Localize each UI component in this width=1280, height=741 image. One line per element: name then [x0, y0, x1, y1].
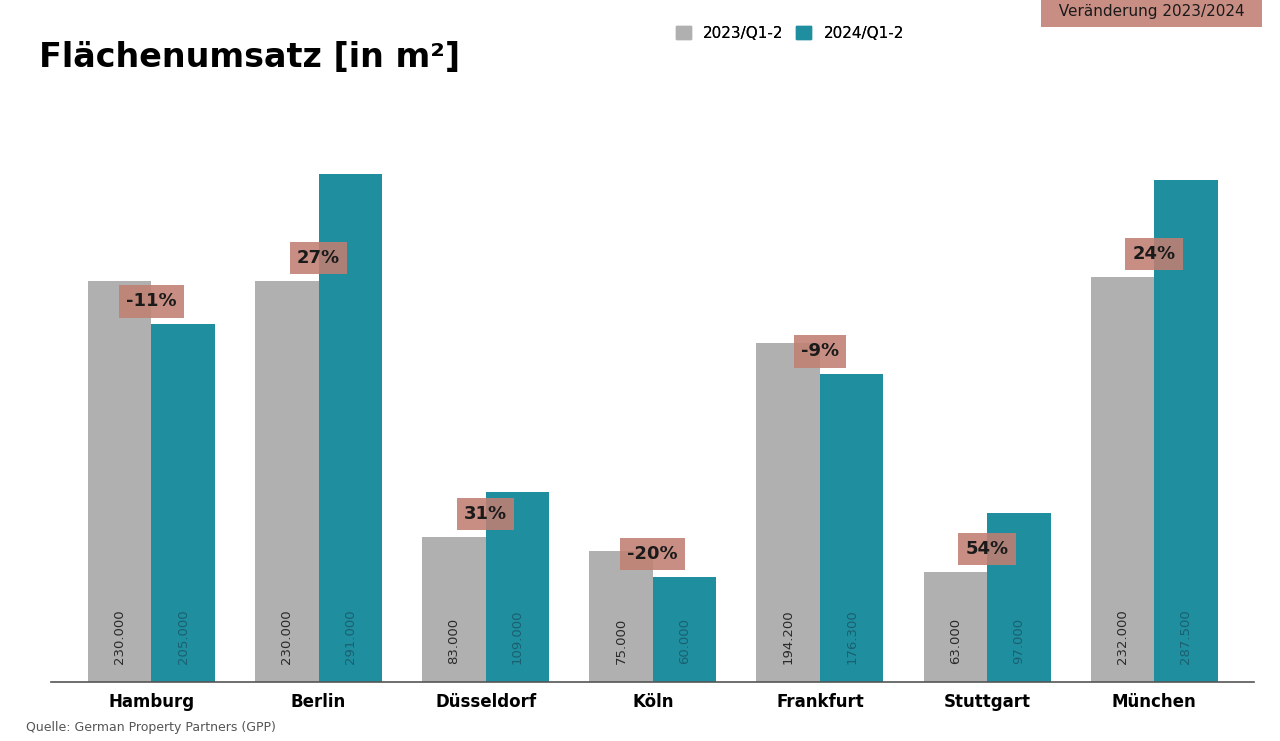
Text: 230.000: 230.000 — [280, 610, 293, 664]
Bar — [589, 551, 653, 682]
Text: 27%: 27% — [297, 249, 340, 267]
Text: 109.000: 109.000 — [511, 610, 524, 664]
Bar — [485, 492, 549, 682]
Text: 194.200: 194.200 — [782, 610, 795, 664]
Bar — [923, 572, 987, 682]
Text: 176.300: 176.300 — [845, 610, 858, 664]
Text: 230.000: 230.000 — [113, 610, 127, 664]
Text: 60.000: 60.000 — [678, 618, 691, 664]
Text: 205.000: 205.000 — [177, 610, 189, 664]
Text: Quelle: German Property Partners (GPP): Quelle: German Property Partners (GPP) — [26, 720, 275, 734]
Bar — [88, 281, 151, 682]
Bar — [820, 374, 883, 682]
Text: -20%: -20% — [627, 545, 678, 563]
Text: 291.000: 291.000 — [344, 610, 357, 664]
Bar — [987, 513, 1051, 682]
Text: Flächenumsatz [in m²]: Flächenumsatz [in m²] — [40, 41, 461, 75]
Text: 24%: 24% — [1133, 245, 1176, 263]
Text: 54%: 54% — [965, 540, 1009, 558]
Text: 232.000: 232.000 — [1116, 610, 1129, 664]
Bar — [151, 325, 215, 682]
Text: Veränderung 2023/2024: Veränderung 2023/2024 — [1050, 4, 1254, 19]
Text: 75.000: 75.000 — [614, 618, 627, 664]
Bar — [1155, 181, 1217, 682]
Text: -9%: -9% — [801, 342, 838, 360]
Bar — [255, 281, 319, 682]
Text: 63.000: 63.000 — [948, 618, 961, 664]
Bar — [422, 537, 485, 682]
Legend: 2023/Q1-2, 2024/Q1-2: 2023/Q1-2, 2024/Q1-2 — [669, 19, 910, 47]
Text: 97.000: 97.000 — [1012, 618, 1025, 664]
Bar — [653, 577, 717, 682]
Text: 31%: 31% — [465, 505, 507, 523]
Text: -11%: -11% — [127, 293, 177, 310]
Bar — [319, 174, 381, 682]
Bar — [756, 343, 820, 682]
Text: 83.000: 83.000 — [448, 618, 461, 664]
Text: 287.500: 287.500 — [1179, 610, 1193, 664]
Bar — [1091, 277, 1155, 682]
